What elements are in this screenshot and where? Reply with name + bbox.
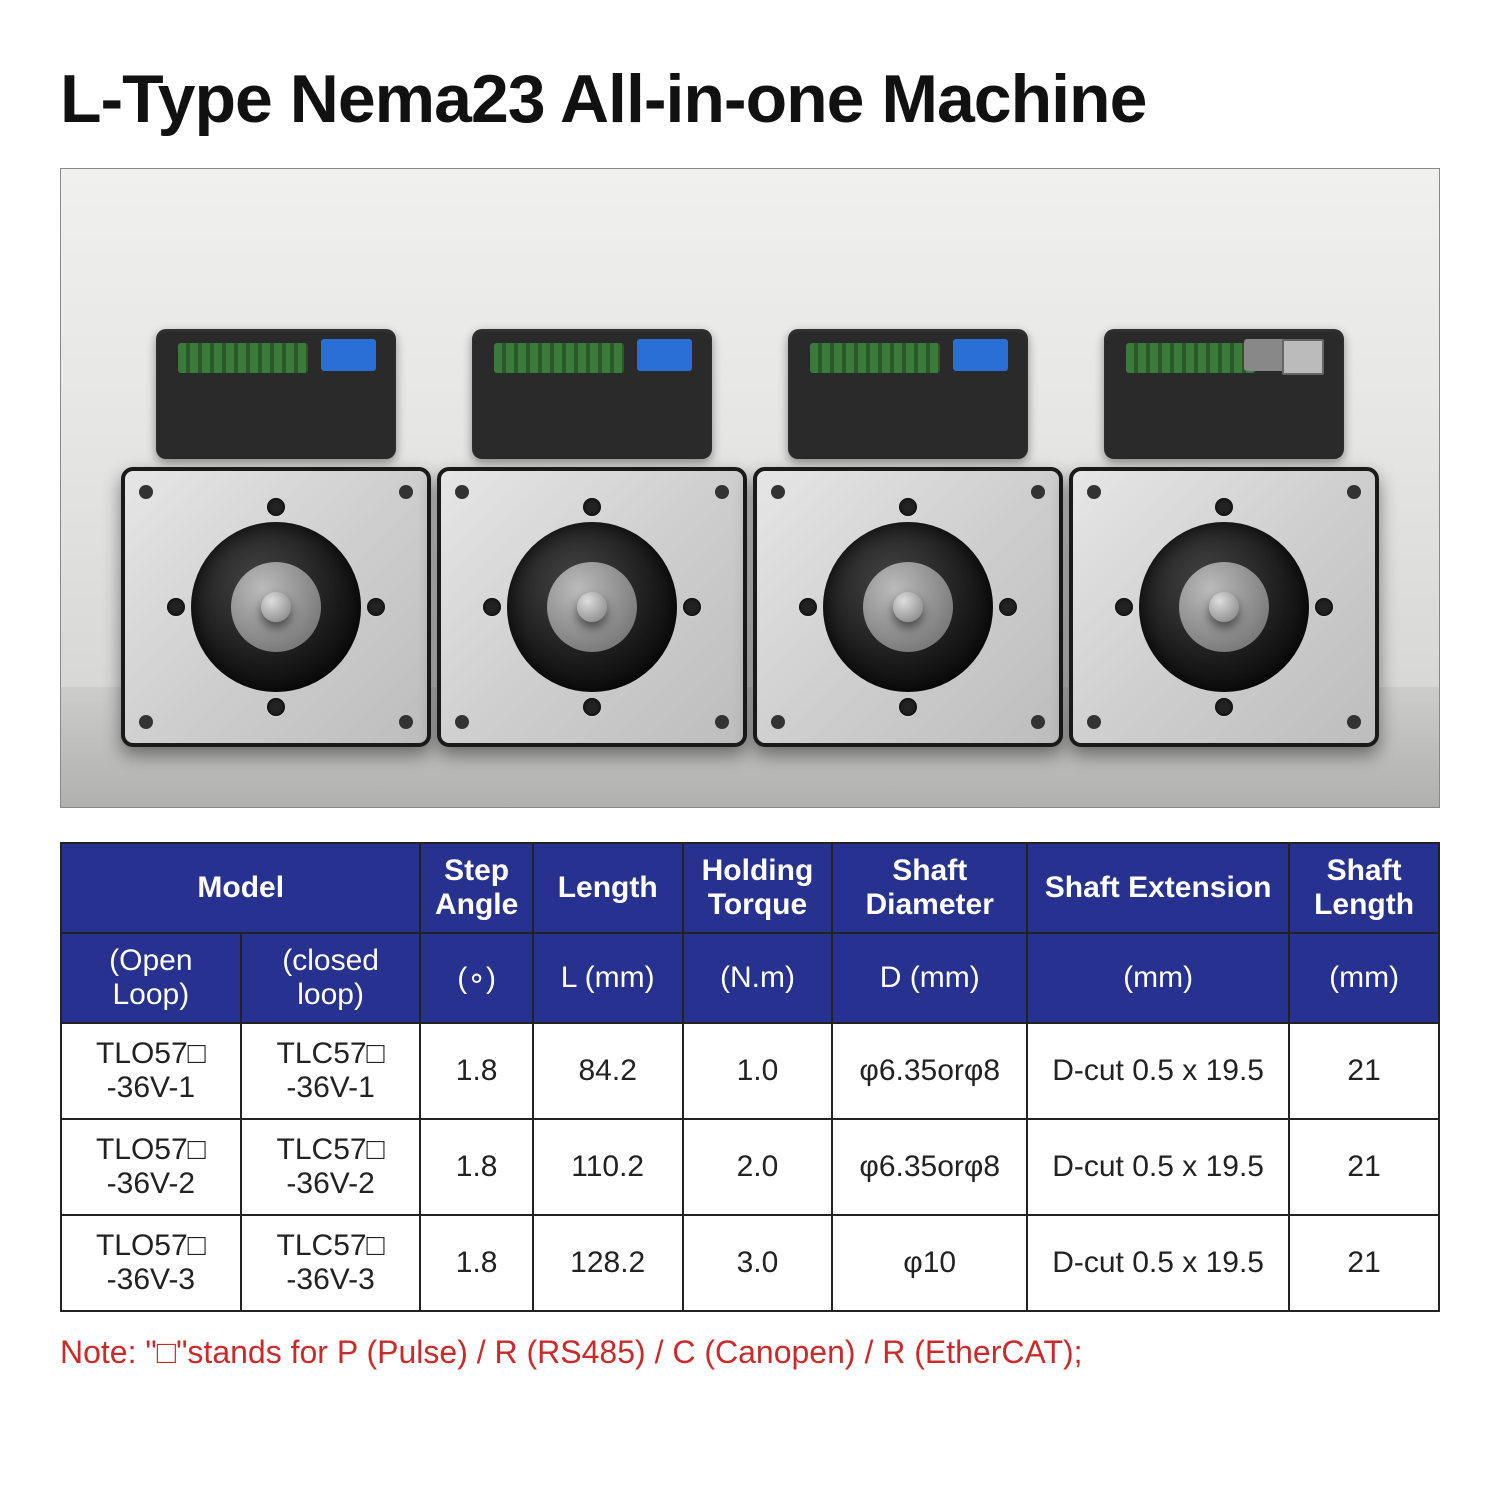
motor-row <box>121 329 1379 747</box>
footnote: Note: "□"stands for P (Pulse) / R (RS485… <box>60 1334 1440 1371</box>
cell-holding-torque: 3.0 <box>683 1215 833 1311</box>
col-open-loop: (Open Loop) <box>61 933 241 1023</box>
cell-step-angle: 1.8 <box>420 1119 532 1215</box>
table-row: TLO57□ -36V-1 TLC57□ -36V-1 1.8 84.2 1.0… <box>61 1023 1439 1119</box>
unit-step-angle: (∘) <box>420 933 532 1023</box>
cell-open-loop: TLO57□ -36V-1 <box>68 1037 234 1106</box>
col-shaft-length: Shaft Length <box>1289 843 1439 933</box>
page-title: L-Type Nema23 All-in-one Machine <box>60 60 1440 138</box>
cell-step-angle: 1.8 <box>420 1215 532 1311</box>
cell-step-angle: 1.8 <box>420 1023 532 1119</box>
cell-shaft-length: 21 <box>1289 1215 1439 1311</box>
col-model: Model <box>61 843 420 933</box>
table-row: TLO57□ -36V-2 TLC57□ -36V-2 1.8 110.2 2.… <box>61 1119 1439 1215</box>
cell-shaft-extension: D-cut 0.5 x 19.5 <box>1027 1119 1289 1215</box>
motor-unit <box>753 329 1063 747</box>
col-length: Length <box>533 843 683 933</box>
col-holding-torque: Holding Torque <box>683 843 833 933</box>
cell-holding-torque: 1.0 <box>683 1023 833 1119</box>
spec-table: Model Step Angle Length Holding Torque S… <box>60 842 1440 1312</box>
cell-shaft-length: 21 <box>1289 1023 1439 1119</box>
cell-shaft-extension: D-cut 0.5 x 19.5 <box>1027 1023 1289 1119</box>
cell-length: 110.2 <box>533 1119 683 1215</box>
cell-open-loop: TLO57□ -36V-2 <box>68 1133 234 1202</box>
unit-shaft-diameter: D (mm) <box>832 933 1027 1023</box>
table-header-row: Model Step Angle Length Holding Torque S… <box>61 843 1439 933</box>
cell-closed-loop: TLC57□ -36V-2 <box>248 1133 414 1202</box>
cell-shaft-length: 21 <box>1289 1119 1439 1215</box>
col-closed-loop: (closed loop) <box>241 933 421 1023</box>
unit-shaft-length: (mm) <box>1289 933 1439 1023</box>
unit-holding-torque: (N.m) <box>683 933 833 1023</box>
motor-unit <box>121 329 431 747</box>
col-shaft-diameter: Shaft Diameter <box>832 843 1027 933</box>
table-row: TLO57□ -36V-3 TLC57□ -36V-3 1.8 128.2 3.… <box>61 1215 1439 1311</box>
col-shaft-extension: Shaft Extension <box>1027 843 1289 933</box>
cell-length: 84.2 <box>533 1023 683 1119</box>
col-step-angle: Step Angle <box>420 843 532 933</box>
unit-shaft-extension: (mm) <box>1027 933 1289 1023</box>
unit-length: L (mm) <box>533 933 683 1023</box>
cell-shaft-diameter: φ10 <box>832 1215 1027 1311</box>
cell-closed-loop: TLC57□ -36V-3 <box>248 1229 414 1298</box>
motor-unit <box>1069 329 1379 747</box>
cell-shaft-extension: D-cut 0.5 x 19.5 <box>1027 1215 1289 1311</box>
cell-holding-torque: 2.0 <box>683 1119 833 1215</box>
product-photo <box>60 168 1440 808</box>
motor-unit <box>437 329 747 747</box>
cell-open-loop: TLO57□ -36V-3 <box>68 1229 234 1298</box>
table-body: TLO57□ -36V-1 TLC57□ -36V-1 1.8 84.2 1.0… <box>61 1023 1439 1311</box>
cell-shaft-diameter: φ6.35orφ8 <box>832 1023 1027 1119</box>
cell-closed-loop: TLC57□ -36V-1 <box>248 1037 414 1106</box>
cell-length: 128.2 <box>533 1215 683 1311</box>
table-units-row: (Open Loop) (closed loop) (∘) L (mm) (N.… <box>61 933 1439 1023</box>
cell-shaft-diameter: φ6.35orφ8 <box>832 1119 1027 1215</box>
